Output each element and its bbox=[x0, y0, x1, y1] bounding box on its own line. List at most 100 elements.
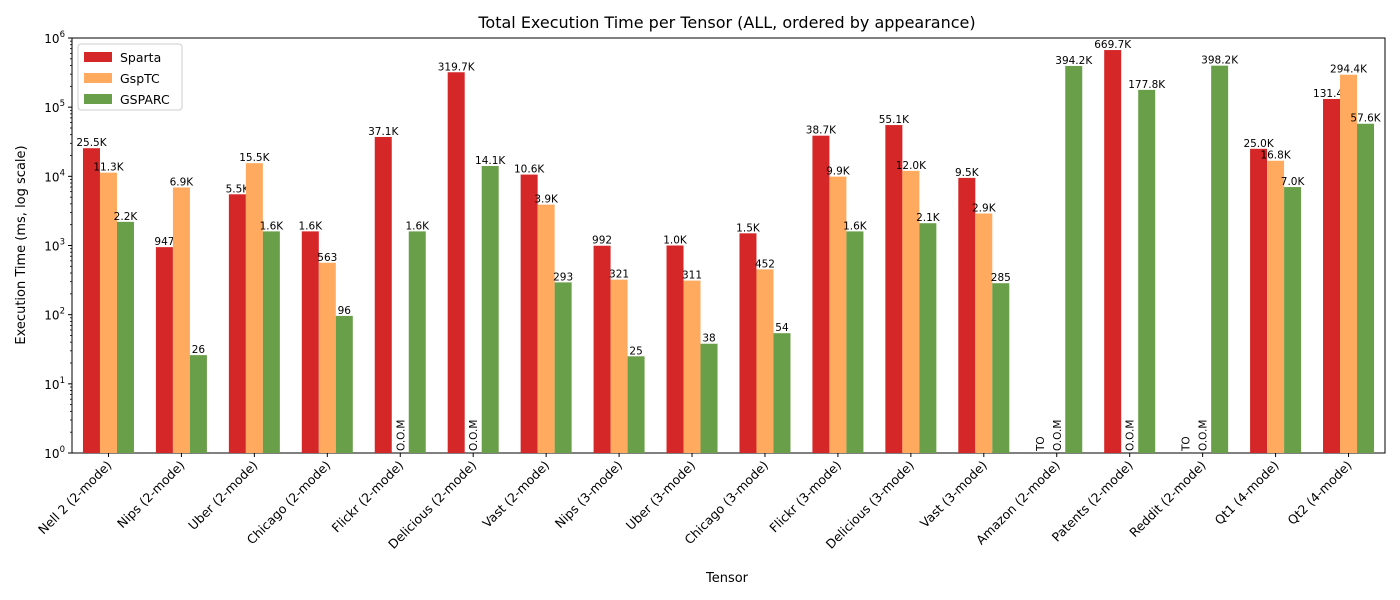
bar-gsptc bbox=[756, 269, 774, 453]
chart-title: Total Execution Time per Tensor (ALL, or… bbox=[477, 13, 975, 32]
bar-gsptc bbox=[99, 172, 117, 453]
bar-gsptc bbox=[610, 279, 628, 453]
y-tick-base: 10 bbox=[44, 309, 59, 323]
bar-value-label: 947 bbox=[154, 236, 174, 248]
y-tick-label: 104 bbox=[44, 168, 65, 184]
x-tick-label: Uber (3-mode) bbox=[623, 458, 698, 533]
y-tick-base: 10 bbox=[44, 32, 59, 46]
bar-gsparc bbox=[1065, 65, 1083, 453]
bar-value-label: 398.2K bbox=[1201, 55, 1239, 67]
bar-status-label: O.O.M bbox=[468, 420, 480, 451]
bar-status-label: O.O.M bbox=[1125, 420, 1137, 451]
x-tick-label: Flickr (2-mode) bbox=[329, 458, 407, 536]
bar-value-label: 25.0K bbox=[1243, 138, 1274, 150]
y-tick-label: 105 bbox=[44, 99, 65, 115]
bar-value-label: 38.7K bbox=[806, 125, 837, 137]
bar-value-label: 96 bbox=[338, 305, 352, 317]
bar-gsparc bbox=[116, 221, 134, 453]
x-tick-label: Uber (2-mode) bbox=[185, 458, 260, 533]
bar-value-label: 1.6K bbox=[405, 220, 430, 232]
bar-value-label: 1.6K bbox=[843, 220, 868, 232]
bar-sparta bbox=[812, 135, 830, 453]
bar-gsptc bbox=[1267, 160, 1285, 453]
bar-gsparc bbox=[408, 231, 426, 453]
bar-value-label: 1.0K bbox=[663, 235, 688, 247]
bar-gsparc bbox=[189, 355, 207, 453]
bar-sparta bbox=[666, 245, 684, 453]
bar-status-label: O.O.M bbox=[1052, 420, 1064, 451]
y-tick-exponent: 6 bbox=[60, 30, 65, 40]
x-tick-label: Vast (3-mode) bbox=[917, 458, 990, 531]
x-tick-label: Nell 2 (2-mode) bbox=[35, 458, 115, 538]
bar-gsparc bbox=[335, 315, 353, 453]
bar-value-label: 563 bbox=[317, 252, 337, 264]
bar-sparta bbox=[82, 148, 100, 454]
y-tick-base: 10 bbox=[44, 240, 59, 254]
bar-gsptc bbox=[318, 262, 336, 453]
bar-value-label: 394.2K bbox=[1055, 55, 1093, 67]
bar-value-label: 25.5K bbox=[76, 137, 107, 149]
x-tick-label: Nips (2-mode) bbox=[114, 458, 187, 531]
bar-value-label: 12.0K bbox=[896, 160, 927, 172]
x-tick-label: Flickr (3-mode) bbox=[766, 458, 844, 536]
legend-swatch-gsptc bbox=[84, 73, 112, 83]
bar-gsparc bbox=[1284, 187, 1302, 454]
bar-sparta bbox=[739, 233, 757, 453]
legend: Sparta GspTC GSPARC bbox=[77, 43, 183, 111]
bar-gsparc bbox=[919, 223, 937, 453]
bar-value-label: 2.9K bbox=[972, 203, 997, 215]
bar-value-label: 992 bbox=[592, 235, 612, 247]
bar-value-label: 10.6K bbox=[514, 164, 545, 176]
bar-sparta bbox=[520, 174, 538, 453]
bar-value-label: 16.8K bbox=[1260, 150, 1291, 162]
bar-value-label: 15.5K bbox=[239, 152, 270, 164]
legend-swatch-sparta bbox=[84, 52, 112, 62]
y-tick-base: 10 bbox=[44, 378, 59, 392]
y-tick-label: 100 bbox=[44, 445, 65, 461]
bar-gsptc bbox=[1340, 74, 1358, 453]
y-tick-exponent: 3 bbox=[60, 238, 65, 248]
bar-status-label: O.O.M bbox=[395, 420, 407, 451]
bar-status-label: TO bbox=[1035, 436, 1047, 452]
bar-value-label: 1.6K bbox=[260, 220, 285, 232]
bar-gsptc bbox=[902, 170, 920, 453]
bar-value-label: 319.7K bbox=[438, 61, 476, 73]
bar-status-label: O.O.M bbox=[1198, 420, 1210, 451]
legend-swatch-gsparc bbox=[84, 94, 112, 104]
bar-gsparc bbox=[1138, 89, 1156, 453]
legend-label: Sparta bbox=[120, 50, 161, 65]
y-tick-base: 10 bbox=[44, 101, 59, 115]
bar-value-label: 1.5K bbox=[736, 222, 761, 234]
bar-value-label: 293 bbox=[553, 271, 573, 283]
y-axis-label: Execution Time (ms, log scale) bbox=[14, 145, 29, 344]
bar-value-label: 3.9K bbox=[534, 194, 559, 206]
x-tick-label: Reddit (2-mode) bbox=[1126, 458, 1209, 541]
bar-value-label: 57.6K bbox=[1350, 113, 1381, 125]
bar-sparta bbox=[447, 72, 465, 453]
bar-value-label: 14.1K bbox=[475, 155, 506, 167]
bar-gsparc bbox=[773, 333, 791, 453]
bar-sparta bbox=[374, 136, 392, 453]
bar-gsparc bbox=[700, 343, 718, 453]
bar-value-label: 177.8K bbox=[1128, 79, 1166, 91]
bar-gsptc bbox=[172, 187, 190, 453]
bar-gsptc bbox=[683, 280, 701, 453]
bar-value-label: 321 bbox=[609, 269, 629, 281]
y-tick-exponent: 2 bbox=[60, 307, 65, 317]
x-tick-label: Qt1 (4-mode) bbox=[1211, 458, 1281, 528]
x-axis-label: Tensor bbox=[705, 571, 749, 586]
bar-value-label: 2.2K bbox=[114, 211, 139, 223]
legend-label: GspTC bbox=[120, 71, 160, 86]
legend-label: GSPARC bbox=[120, 92, 170, 107]
bar-value-label: 54 bbox=[775, 322, 789, 334]
bar-value-label: 669.7K bbox=[1094, 39, 1132, 51]
bar-gsparc bbox=[992, 283, 1010, 453]
bar-sparta bbox=[885, 125, 903, 454]
plot-area: 10010110210310410510625.5K11.3K2.2KNell … bbox=[35, 30, 1386, 552]
bar-sparta bbox=[228, 194, 246, 454]
bar-gsparc bbox=[554, 282, 572, 453]
bar-sparta bbox=[958, 177, 976, 453]
bar-sparta bbox=[593, 245, 611, 453]
x-tick-label: Patents (2-mode) bbox=[1049, 458, 1136, 545]
bar-value-label: 11.3K bbox=[93, 162, 124, 174]
